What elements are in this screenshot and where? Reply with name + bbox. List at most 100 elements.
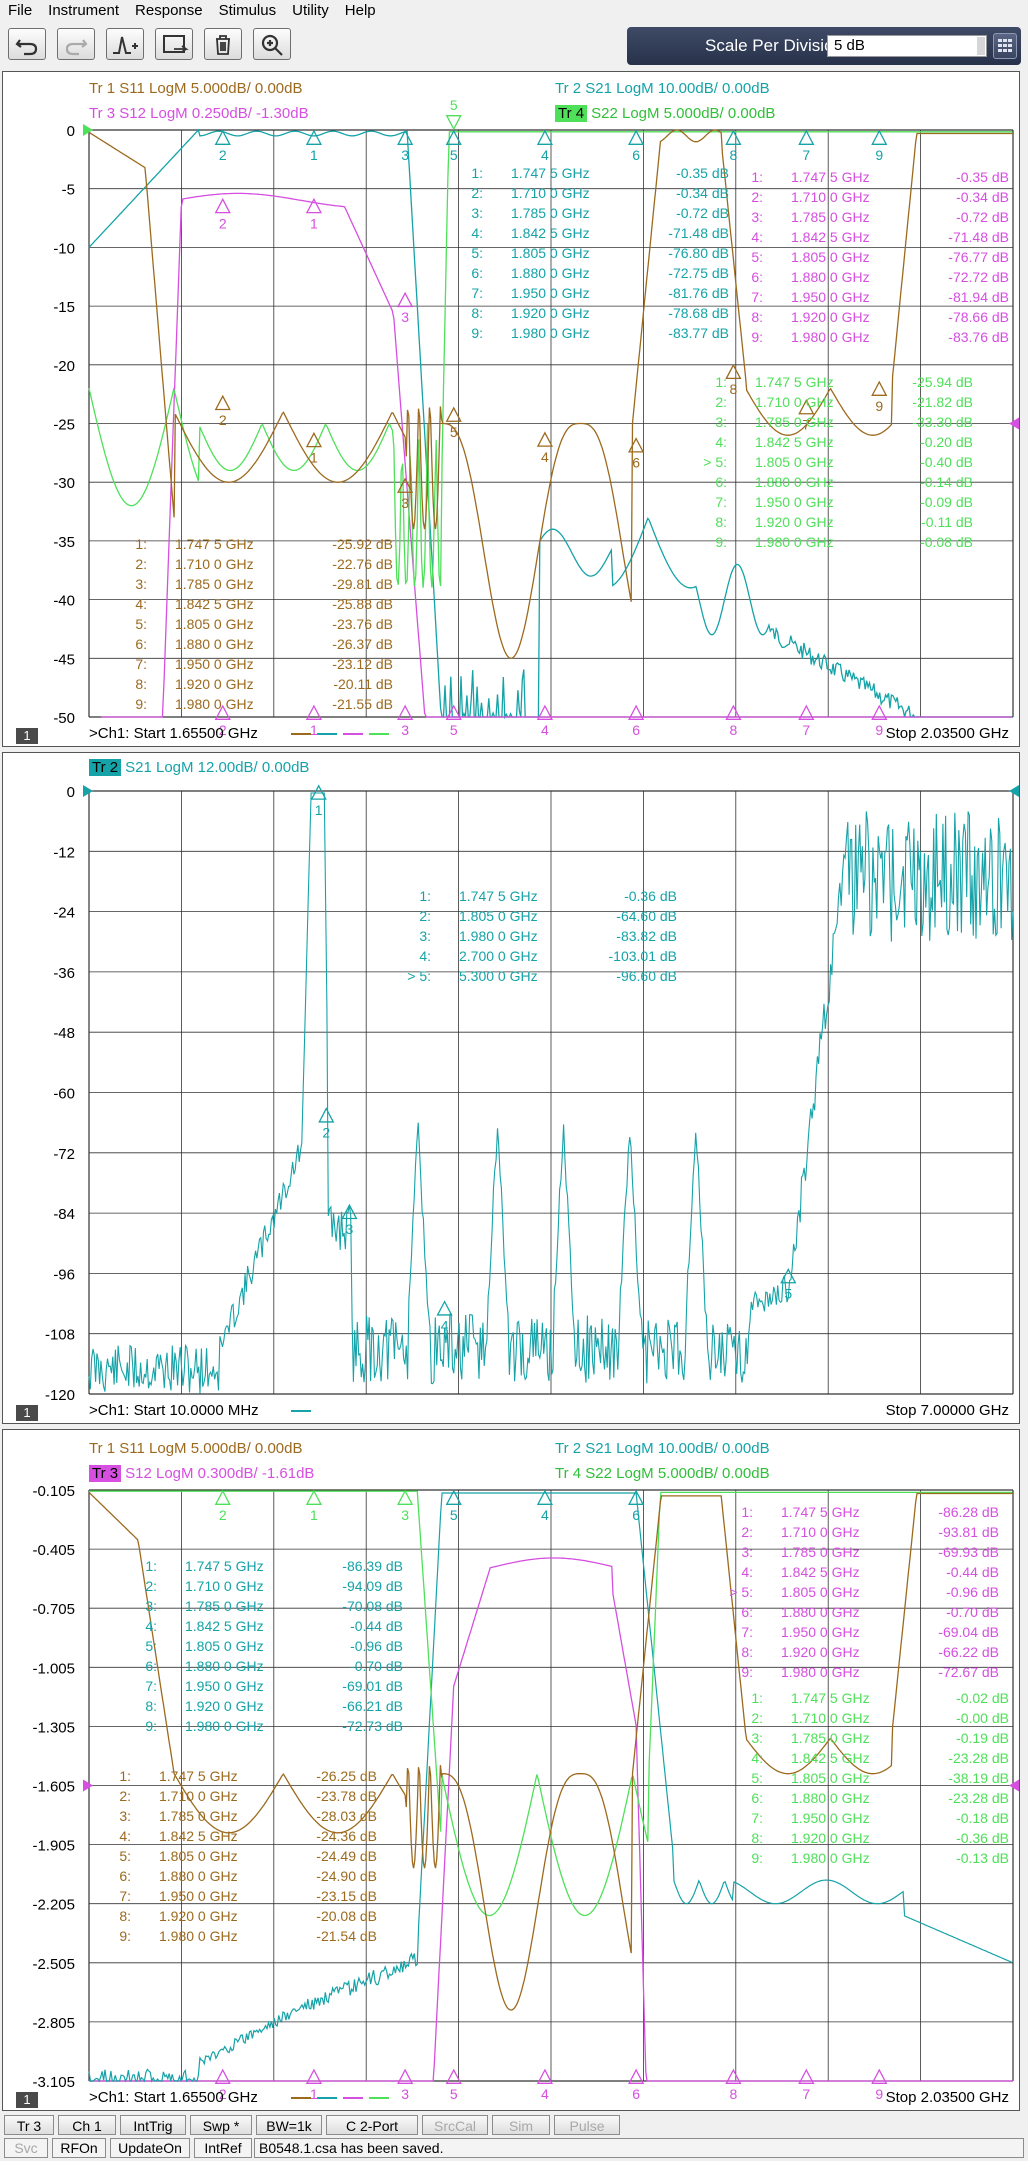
measurement-window-3[interactable]: -0.105 -0.405 -0.705 -1.005 -1.305 -1.605 -1.9… (2, 1429, 1020, 2111)
marker-label: 7 (802, 147, 810, 163)
stop-frequency[interactable]: Stop 2.03500 GHz (885, 725, 1009, 742)
menu-utility[interactable]: Utility (292, 2, 329, 19)
marker-value: -0.44 dB (350, 1618, 403, 1634)
s11-zoom-trace (88, 1491, 1013, 2011)
marker-label: 4 (541, 1507, 549, 1523)
trace-plot-3[interactable]: -0.105 -0.405 -0.705 -1.005 -1.305 -1.605 -1.9… (3, 1430, 1019, 2111)
status-active-trace[interactable]: Tr 3 (4, 2115, 54, 2135)
trace-header-tr3[interactable]: Tr 3 S12 LogM 0.250dB/ -1.30dB (89, 105, 309, 122)
marker-label: 6 (632, 455, 640, 471)
y-tick-label: -2.205 (32, 1897, 75, 1914)
trace-header-tr4[interactable]: Tr 4 S22 LogM 5.000dB/ 0.00dB (555, 105, 775, 122)
marker-label: 1 (315, 802, 323, 818)
menu-file[interactable]: File (8, 2, 33, 19)
status-bandwidth[interactable]: BW=1k (256, 2115, 322, 2135)
undo-button[interactable] (8, 28, 46, 60)
marker-label: 5 (450, 424, 458, 440)
s12-offscale-marker (628, 704, 645, 720)
status-active-channel[interactable]: Ch 1 (58, 2115, 116, 2135)
status-trigger[interactable]: IntTrig (120, 2115, 186, 2135)
marker-frequency: 1.805 0 GHz (791, 249, 870, 265)
keypad-button[interactable] (993, 33, 1017, 59)
marker-frequency: 1.950 0 GHz (781, 1624, 860, 1640)
trash-icon (216, 35, 230, 55)
reference-level-arrow (83, 1779, 93, 1792)
marker-value: -96.60 dB (616, 968, 677, 984)
start-frequency[interactable]: >Ch1: Start 1.65500 GHz (89, 2089, 258, 2106)
marker-value: -0.00 dB (956, 1710, 1009, 1726)
y-tick-label: -1.905 (32, 1838, 75, 1855)
add-marker-button[interactable] (106, 28, 144, 60)
s11-marker (305, 431, 322, 448)
y-tick-label: -2.805 (32, 2015, 75, 2032)
marker-value: -78.66 dB (948, 309, 1009, 325)
delete-button[interactable] (204, 28, 242, 60)
scale-per-division-panel: Scale Per Division 5 dB (627, 27, 1021, 65)
marker-label: 9 (875, 147, 883, 163)
trace-header-tr4[interactable]: Tr 4 S22 LogM 5.000dB/ 0.00dB (555, 1465, 770, 1482)
trace-header-tr2[interactable]: Tr 2 S21 LogM 12.00dB/ 0.00dB (89, 759, 309, 776)
scale-spin-control[interactable] (977, 37, 985, 55)
y-tick-label: -50 (53, 710, 75, 727)
status-calibration[interactable]: C 2-Port (326, 2115, 418, 2135)
menu-stimulus[interactable]: Stimulus (218, 2, 277, 19)
marker-number: 3: (119, 1808, 131, 1824)
marker-label: 2 (219, 412, 227, 428)
stop-frequency[interactable]: Stop 2.03500 GHz (885, 2089, 1009, 2106)
marker-label: 1 (310, 215, 318, 231)
zoom-button[interactable] (253, 28, 291, 60)
marker-label: 1 (310, 2086, 318, 2102)
marker-label: 2 (219, 1507, 227, 1523)
start-frequency[interactable]: >Ch1: Start 10.0000 MHz (89, 1402, 259, 1419)
menu-help[interactable]: Help (344, 2, 376, 19)
marker-frequency: 1.747 5 GHz (791, 169, 870, 185)
marker-value: -76.80 dB (668, 245, 729, 261)
marker-label: 1 (310, 722, 318, 738)
s11-marker (871, 380, 888, 396)
marker-number: 1: (119, 1768, 131, 1784)
redo-button[interactable] (57, 28, 95, 60)
marker-number: 7: (145, 1678, 157, 1694)
trace-plot-2[interactable]: 0 -12 -24 -36 -48 -60 -72 -84 -96 -108 -120 1 2 3 4 5 (3, 753, 1019, 1424)
trace-header-tr3[interactable]: Tr 3 S12 LogM 0.300dB/ -1.61dB (89, 1465, 314, 1482)
y-tick-label: -96 (53, 1266, 75, 1283)
trace-header-tr1[interactable]: Tr 1 S11 LogM 5.000dB/ 0.00dB (89, 1440, 303, 1457)
menu-response[interactable]: Response (135, 2, 203, 19)
marker-frequency: 1.842 5 GHz (755, 434, 834, 450)
reference-level-arrow (83, 785, 93, 797)
marker-number: 3: (751, 1730, 763, 1746)
measurement-window-2[interactable]: 0 -12 -24 -36 -48 -60 -72 -84 -96 -108 -120 1 2 3 4 5 T… (2, 752, 1020, 1424)
status-sim[interactable]: Sim (492, 2115, 550, 2135)
start-frequency[interactable]: >Ch1: Start 1.65500 GHz (89, 725, 258, 742)
marker-value: -69.93 dB (938, 1544, 999, 1560)
s22-trace (88, 131, 1013, 588)
status-sweep[interactable]: Swp * (190, 2115, 252, 2135)
trace-header-tr1[interactable]: Tr 1 S11 LogM 5.000dB/ 0.00dB (89, 80, 303, 97)
marker-label: 3 (401, 495, 409, 511)
marker-frequency: 1.980 0 GHz (175, 696, 254, 712)
marker-number: 7: (119, 1888, 131, 1904)
menu-instrument[interactable]: Instrument (48, 2, 120, 19)
marker-frequency: 1.880 0 GHz (755, 474, 834, 490)
y-tick-label: -45 (53, 651, 75, 668)
measurement-window-1[interactable]: 0 -5 -10 -15 -20 -25 -30 -35 -40 -45 -50 1 2 3 4 5 6 7 8 9 1… (2, 71, 1020, 747)
scale-per-division-input[interactable]: 5 dB (827, 35, 987, 57)
trace-header-tr2[interactable]: Tr 2 S21 LogM 10.00dB/ 0.00dB (555, 1440, 770, 1457)
marker-label: 4 (541, 449, 549, 465)
marker-number: 4: (715, 434, 727, 450)
marker-frequency: 1.842 5 GHz (791, 229, 870, 245)
cal-all-button[interactable] (155, 28, 193, 60)
trace-header-tr2[interactable]: Tr 2 S21 LogM 10.00dB/ 0.00dB (555, 80, 770, 97)
marker-value: -0.11 dB (921, 514, 973, 530)
stop-frequency[interactable]: Stop 7.00000 GHz (885, 1402, 1009, 1419)
status-source-cal[interactable]: SrcCal (422, 2115, 488, 2135)
marker-value: -103.01 dB (608, 948, 678, 964)
s21-marker (725, 129, 742, 145)
marker-frequency: 1.880 0 GHz (159, 1868, 238, 1884)
marker-frequency: 1.710 0 GHz (755, 394, 834, 410)
status-pulse[interactable]: Pulse (554, 2115, 620, 2135)
marker-frequency: 1.785 0 GHz (511, 205, 590, 221)
marker-value: -86.28 dB (938, 1504, 999, 1520)
marker-frequency: 1.747 5 GHz (791, 1690, 870, 1706)
